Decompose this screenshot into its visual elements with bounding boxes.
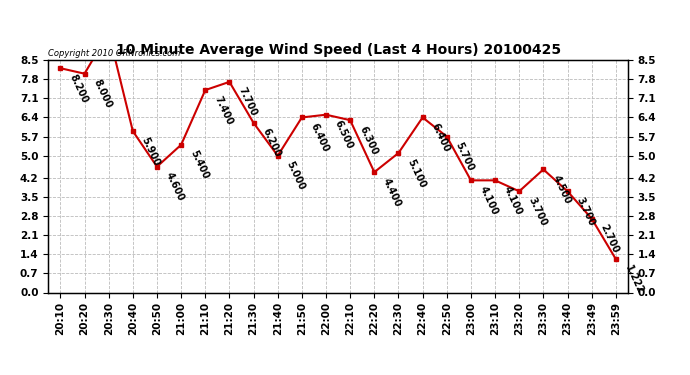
Text: Copyright 2010 ORNronics.com: Copyright 2010 ORNronics.com	[48, 49, 181, 58]
Text: 4.100: 4.100	[478, 184, 500, 217]
Text: 8.200: 8.200	[68, 72, 90, 105]
Text: 6.200: 6.200	[261, 127, 283, 159]
Text: 7.700: 7.700	[237, 86, 259, 118]
Text: 2.700: 2.700	[599, 223, 621, 255]
Text: 1.222: 1.222	[623, 263, 645, 296]
Text: 4.600: 4.600	[164, 171, 186, 203]
Text: 4.500: 4.500	[551, 174, 573, 206]
Text: 3.700: 3.700	[526, 195, 549, 228]
Text: 5.000: 5.000	[285, 160, 307, 192]
Text: 4.400: 4.400	[382, 176, 404, 209]
Text: 4.100: 4.100	[502, 184, 524, 217]
Text: 5.900: 5.900	[140, 135, 162, 167]
Text: 8.000: 8.000	[92, 78, 114, 110]
Text: 9.500: 9.500	[0, 374, 1, 375]
Text: 6.400: 6.400	[309, 122, 331, 154]
Text: 6.500: 6.500	[333, 119, 355, 151]
Text: 6.300: 6.300	[357, 124, 380, 156]
Text: 3.700: 3.700	[575, 195, 597, 228]
Title: 10 Minute Average Wind Speed (Last 4 Hours) 20100425: 10 Minute Average Wind Speed (Last 4 Hou…	[115, 44, 561, 57]
Text: 6.400: 6.400	[430, 122, 452, 154]
Text: 5.100: 5.100	[406, 157, 428, 189]
Text: 5.700: 5.700	[454, 141, 476, 173]
Text: 7.400: 7.400	[213, 94, 235, 126]
Text: 5.400: 5.400	[188, 149, 210, 181]
